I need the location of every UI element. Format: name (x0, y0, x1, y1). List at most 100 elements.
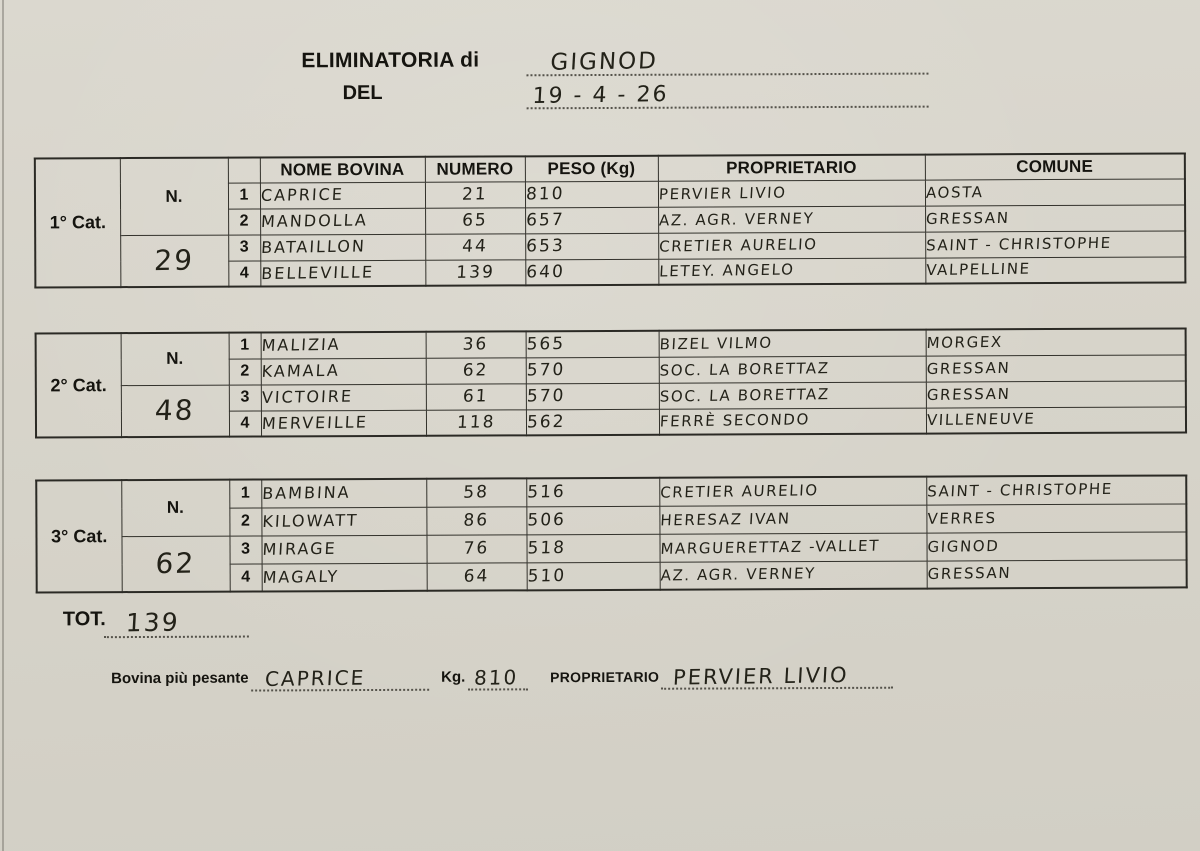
handwritten-proprietario: BIZEL VILMO (658, 333, 773, 354)
category-3-label: 3° Cat. (36, 480, 122, 593)
kg-label: Kg. (441, 668, 466, 686)
cell-numero: 21 (424, 181, 526, 208)
row-number: 1 (228, 332, 261, 359)
total-handwritten-value: 139 (125, 607, 181, 638)
cell-numero: 61 (425, 383, 526, 410)
row-number: 2 (228, 358, 261, 385)
category-1-label: 1° Cat. (34, 158, 121, 288)
handwritten-comune: GIGNOD (926, 536, 1000, 556)
cell-peso: 570 (525, 382, 659, 410)
cell-proprietario: AZ. AGR. VERNEY (659, 560, 927, 590)
cell-nome: BAMBINA (261, 478, 427, 508)
handwritten-comune: AOSTA (924, 182, 984, 202)
row-number: 2 (228, 208, 261, 235)
cell-comune: SAINT - CHRISTOPHE (926, 475, 1187, 505)
handwritten-peso: 510 (526, 565, 567, 587)
row-number: 4 (228, 410, 262, 437)
cell-proprietario: AZ. AGR. VERNEY (658, 205, 926, 233)
cell-numero: 36 (425, 331, 526, 358)
cell-peso: 570 (525, 356, 659, 384)
cell-peso: 653 (525, 232, 659, 260)
handwritten-nome: VICTOIRE (260, 386, 354, 407)
cell-nome: MERVEILLE (260, 409, 427, 437)
handwritten-peso: 810 (524, 183, 565, 205)
handwritten-proprietario: SOC. LA BORETTAZ (658, 384, 830, 406)
column-header-peso: PESO (Kg) (524, 155, 658, 182)
handwritten-nome: BATAILLON (260, 236, 366, 258)
place-handwritten-value: GIGNOD (549, 48, 659, 76)
cell-proprietario: LETEY. ANGELO (658, 257, 926, 285)
handwritten-peso: 570 (525, 359, 566, 381)
cell-nome: MAGALY (261, 562, 427, 592)
cell-comune: GRESSAN (925, 204, 1186, 232)
handwritten-proprietario: SOC. LA BORETTAZ (658, 358, 830, 380)
cell-peso: 657 (525, 206, 659, 234)
handwritten-comune: VERRES (926, 508, 997, 528)
cell-comune: VALPELLINE (925, 256, 1186, 284)
cell-numero: 86 (426, 506, 527, 535)
handwritten-nome: MANDOLLA (260, 210, 368, 232)
cell-proprietario: CRETIER AURELIO (658, 231, 926, 259)
handwritten-proprietario: AZ. AGR. VERNEY (658, 208, 815, 230)
cell-peso: 810 (524, 180, 659, 208)
cell-nome: CAPRICE (259, 181, 426, 209)
cell-proprietario: BIZEL VILMO (658, 329, 926, 357)
cell-peso: 518 (526, 533, 660, 563)
handwritten-numero: 61 (462, 386, 490, 407)
cell-comune: GRESSAN (925, 354, 1186, 382)
category-1-n-label: N. (119, 157, 229, 236)
cell-nome: KILOWATT (261, 506, 427, 536)
handwritten-nome: CAPRICE (259, 184, 344, 205)
cell-numero: 62 (425, 357, 526, 384)
handwritten-n-value: 62 (154, 546, 197, 581)
row-number: 3 (228, 384, 261, 411)
cell-nome: BATAILLON (260, 233, 426, 261)
date-write-in-line: 19 - 4 - 26 (526, 79, 929, 110)
handwritten-peso: 653 (525, 235, 565, 257)
handwritten-peso: 516 (526, 482, 566, 503)
cell-peso: 510 (526, 561, 660, 591)
handwritten-proprietario: CRETIER AURELIO (658, 234, 818, 256)
cell-proprietario: SOC. LA BORETTAZ (658, 381, 926, 409)
handwritten-n-value: 48 (154, 393, 196, 428)
heaviest-cow-write-in-line: CAPRICE (251, 660, 430, 692)
handwritten-peso: 657 (525, 209, 565, 231)
cell-nome: MIRAGE (261, 534, 427, 564)
row-number: 4 (229, 563, 262, 592)
cell-numero: 64 (426, 562, 527, 591)
row-number: 2 (229, 507, 262, 536)
handwritten-peso: 518 (526, 537, 567, 559)
handwritten-peso: 506 (526, 509, 566, 531)
corner-cell (227, 157, 260, 183)
date-handwritten-value: 19 - 4 - 26 (531, 81, 670, 110)
handwritten-peso: 565 (525, 334, 566, 355)
handwritten-nome: BAMBINA (261, 482, 351, 504)
cell-comune: GRESSAN (926, 559, 1187, 589)
handwritten-numero: 64 (463, 566, 491, 587)
cell-numero: 139 (425, 259, 526, 286)
total-label: TOT. (62, 608, 106, 631)
handwritten-numero: 21 (461, 184, 489, 205)
category-3-table: 3° Cat. N. 1 BAMBINA 58 516 CRETIER AURE… (35, 474, 1188, 594)
category-1-table: 1° Cat. N. NOME BOVINA NUMERO PESO (Kg) … (33, 152, 1187, 289)
cell-comune: VERRES (926, 503, 1187, 533)
heaviest-cow-handwritten-value: CAPRICE (264, 665, 366, 691)
handwritten-proprietario: AZ. AGR. VERNEY (659, 564, 816, 585)
cell-numero: 65 (425, 207, 526, 234)
handwritten-numero: 65 (461, 210, 489, 231)
category-2-label: 2° Cat. (35, 333, 122, 438)
handwritten-comune: SAINT - CHRISTOPHE (926, 479, 1113, 501)
handwritten-comune: VALPELLINE (925, 259, 1031, 280)
cell-proprietario: FERRÈ SECONDO (658, 407, 927, 435)
category-2-n-value: 48 (120, 384, 230, 438)
handwritten-numero: 36 (462, 334, 490, 355)
cell-comune: SAINT - CHRISTOPHE (925, 230, 1186, 258)
cell-comune: VILLENEUVE (925, 406, 1187, 434)
handwritten-comune: VILLENEUVE (925, 409, 1036, 430)
cell-nome: MANDOLLA (260, 207, 426, 235)
handwritten-proprietario: PERVIER LIVIO (657, 183, 787, 203)
handwritten-numero: 62 (462, 360, 490, 381)
handwritten-numero: 58 (462, 482, 490, 503)
handwritten-peso: 562 (525, 411, 566, 433)
